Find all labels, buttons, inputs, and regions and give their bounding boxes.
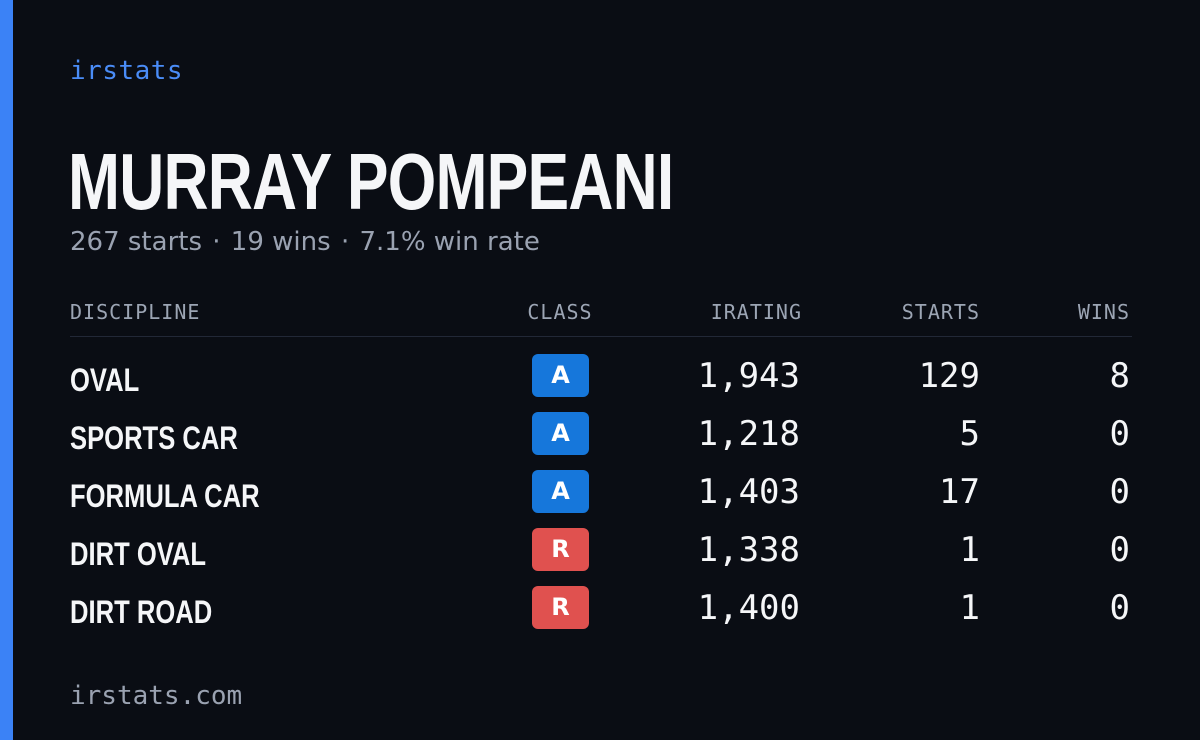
summary-wins: 19 wins [230,227,331,257]
irating-value: 1,218 [697,414,800,454]
player-summary: 267 starts · 19 wins · 7.1% win rate [70,227,540,257]
brand-logo[interactable]: irstats [70,56,184,86]
irating-value: 1,400 [697,588,800,628]
table-row: SPORTS CAR A 1,218 5 0 [70,412,1132,470]
license-class-badge: A [532,412,589,455]
irating-value: 1,943 [697,356,800,396]
wins-value: 0 [1109,472,1130,512]
license-class-badge: A [532,354,589,397]
table-row: FORMULA CAR A 1,403 17 0 [70,470,1132,528]
discipline-name: SPORTS CAR [70,420,238,456]
starts-value: 17 [939,472,980,512]
discipline-name: FORMULA CAR [70,478,260,514]
column-header-discipline: DISCIPLINE [70,300,201,324]
summary-starts: 267 starts [70,227,202,257]
column-header-irating: IRATING [710,300,802,324]
table-body: OVAL A 1,943 129 8 SPORTS CAR A 1,218 5 … [70,354,1132,644]
stats-table: DISCIPLINE CLASS IRATING STARTS WINS OVA… [70,296,1132,644]
starts-value: 1 [959,588,980,628]
table-row: DIRT ROAD R 1,400 1 0 [70,586,1132,644]
wins-value: 0 [1109,530,1130,570]
license-class-badge: A [532,470,589,513]
discipline-name: OVAL [70,362,140,398]
table-row: OVAL A 1,943 129 8 [70,354,1132,412]
license-class-badge: R [532,586,589,629]
column-header-starts: STARTS [901,300,980,324]
starts-value: 129 [918,356,980,396]
summary-winrate: 7.1% win rate [359,227,540,257]
summary-separator: · [340,227,350,257]
column-header-wins: WINS [1077,300,1130,324]
page-title: MURRAY POMPEANI [68,137,674,226]
accent-bar [0,0,13,740]
discipline-name: DIRT OVAL [70,536,207,572]
footer-link[interactable]: irstats.com [70,681,243,711]
column-header-class: CLASS [527,300,593,324]
license-class-badge: R [532,528,589,571]
irating-value: 1,338 [697,530,800,570]
wins-value: 8 [1109,356,1130,396]
discipline-name: DIRT ROAD [70,594,213,630]
wins-value: 0 [1109,414,1130,454]
table-header: DISCIPLINE CLASS IRATING STARTS WINS [70,296,1132,337]
table-row: DIRT OVAL R 1,338 1 0 [70,528,1132,586]
starts-value: 1 [959,530,980,570]
summary-separator: · [212,227,221,257]
starts-value: 5 [959,414,980,454]
irating-value: 1,403 [697,472,800,512]
wins-value: 0 [1109,588,1130,628]
